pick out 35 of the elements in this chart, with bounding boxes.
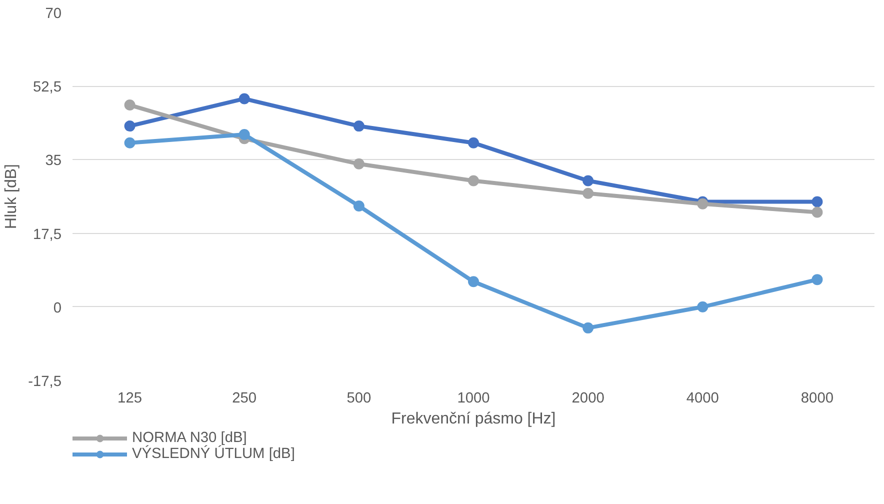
y-tick-label: 17,5 — [32, 226, 62, 243]
point — [468, 175, 479, 186]
x-tick-label: 8000 — [800, 390, 834, 406]
point — [124, 100, 136, 111]
point — [238, 128, 250, 140]
point — [812, 206, 823, 218]
x-tick-label: 2000 — [572, 390, 604, 406]
point — [582, 188, 594, 199]
x-tick-label: 4000 — [686, 390, 719, 406]
point — [238, 93, 250, 104]
y-tick-label: 70 — [45, 6, 62, 22]
y-axis-title: Hluk [dB] — [3, 164, 20, 229]
point — [468, 276, 479, 288]
legend-label: NORMA N30 [dB] — [132, 430, 247, 446]
x-tick-label: 500 — [346, 390, 372, 406]
x-axis-title: Frekvenční pásmo [Hz] — [391, 410, 556, 428]
y-tick-label: -17,5 — [28, 374, 62, 390]
point — [353, 158, 364, 170]
point — [353, 200, 364, 212]
point — [582, 175, 594, 186]
point — [468, 137, 479, 148]
x-tick-label: 250 — [232, 390, 257, 406]
x-tick-label: 1000 — [457, 390, 490, 406]
legend-label: VÝSLEDNÝ ÚTLUM [dB] — [132, 446, 295, 462]
point — [353, 120, 364, 132]
point — [124, 120, 136, 132]
y-tick-label: 52,5 — [32, 80, 62, 96]
y-tick-label: 35 — [45, 153, 62, 170]
point — [697, 301, 708, 312]
x-tick-label: 125 — [118, 390, 142, 406]
point — [582, 322, 594, 334]
point — [124, 137, 136, 148]
y-tick-label: 0 — [53, 300, 62, 316]
point — [812, 274, 823, 286]
point — [812, 196, 823, 208]
